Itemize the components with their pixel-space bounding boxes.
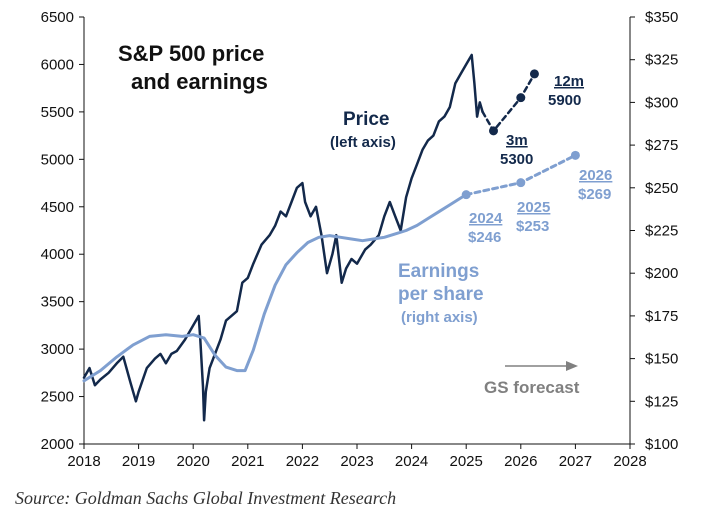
x-tick-label: 2018 — [67, 453, 100, 470]
x-tick-label: 2026 — [504, 453, 537, 470]
right-tick-label: $200 — [645, 265, 678, 282]
eps-2024-year: 2024 — [469, 210, 503, 227]
eps-2024-value: $246 — [468, 229, 501, 246]
x-tick-label: 2025 — [450, 453, 483, 470]
series-layer — [82, 53, 577, 422]
earnings-per-share-line — [82, 193, 468, 383]
left-tick-label: 6500 — [41, 9, 74, 26]
right-tick-label: $325 — [645, 52, 678, 69]
right-tick-label: $350 — [645, 9, 678, 26]
gs-forecast-price-line — [481, 72, 536, 133]
eps-2025-value: $253 — [516, 218, 549, 235]
forecast-marker — [489, 126, 498, 136]
x-tick-label: 2022 — [286, 453, 319, 470]
left-tick-label: 3500 — [41, 294, 74, 311]
forecast-arrow-head — [566, 361, 578, 371]
price-3m-value: 5300 — [500, 151, 533, 168]
left-tick-label: 4500 — [41, 199, 74, 216]
left-y-axis-ticks: 6500 6000 5500 5000 4500 4000 3500 3000 2500 2000 — [41, 9, 84, 453]
forecast-marker — [516, 93, 526, 103]
left-tick-label: 5000 — [41, 151, 74, 168]
right-tick-label: $175 — [645, 308, 678, 325]
right-tick-label: $125 — [645, 393, 678, 410]
right-tick-label: $225 — [645, 223, 678, 240]
chart-title-line-2: and earnings — [131, 69, 268, 94]
x-tick-label: 2019 — [122, 453, 155, 470]
price-12m-value: 5900 — [548, 92, 581, 109]
price-axis-note: (left axis) — [330, 134, 396, 151]
eps-2025-year: 2025 — [517, 199, 550, 216]
left-tick-label: 5500 — [41, 104, 74, 121]
left-tick-label: 2500 — [41, 389, 74, 406]
x-axis-ticks: 2018 2019 2020 2021 2022 2023 2024 2025 2026 2027… — [67, 444, 647, 470]
x-tick-label: 2028 — [613, 453, 646, 470]
forecast-marker — [570, 150, 580, 160]
left-tick-label: 3000 — [41, 341, 74, 358]
left-tick-label: 2000 — [41, 436, 74, 453]
price-3m-label: 3m — [506, 132, 528, 149]
eps-label-line-2: per share — [398, 284, 484, 305]
eps-label-line-1: Earnings — [398, 261, 479, 282]
x-tick-label: 2024 — [395, 453, 428, 470]
forecast-marker — [529, 69, 539, 79]
source-note: Source: Goldman Sachs Global Investment … — [15, 488, 397, 508]
right-tick-label: $150 — [645, 351, 678, 368]
x-tick-label: 2023 — [340, 453, 373, 470]
chart-title-line-1: S&P 500 price — [118, 41, 264, 66]
eps-2026-year: 2026 — [579, 167, 612, 184]
left-tick-label: 4000 — [41, 246, 74, 263]
right-tick-label: $250 — [645, 180, 678, 197]
forecast-marker — [516, 178, 526, 188]
eps-axis-note: (right axis) — [401, 309, 478, 326]
right-y-axis-ticks: $350 $325 $300 $275 $250 $225 $200 $175 $150 $125… — [630, 9, 678, 453]
x-tick-label: 2021 — [231, 453, 264, 470]
x-tick-label: 2027 — [559, 453, 592, 470]
right-tick-label: $275 — [645, 137, 678, 154]
marker-layer — [461, 69, 580, 200]
x-tick-label: 2020 — [177, 453, 210, 470]
price-line — [82, 53, 484, 422]
left-tick-label: 6000 — [41, 56, 74, 73]
right-tick-label: $300 — [645, 94, 678, 111]
gs-forecast-label: GS forecast — [484, 378, 580, 397]
chart: 2018 2019 2020 2021 2022 2023 2024 2025 2026 2027… — [41, 9, 679, 470]
forecast-marker — [461, 190, 471, 200]
price-label: Price — [343, 109, 389, 130]
eps-2026-value: $269 — [578, 186, 611, 203]
price-12m-label: 12m — [554, 73, 584, 90]
right-tick-label: $100 — [645, 436, 678, 453]
